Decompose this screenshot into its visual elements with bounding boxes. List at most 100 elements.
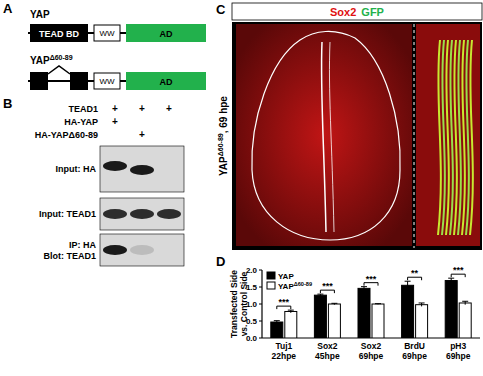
text-main: YAP [278,282,294,291]
gfp-fiber [442,40,445,235]
blot-panel [100,198,184,230]
midline [321,42,326,232]
y-tick [259,287,262,288]
error-cap [405,281,411,282]
blot-panel [100,146,184,192]
error-bar [317,294,323,296]
x-tick-line: 69hpe [446,351,471,361]
stain-header [232,3,482,20]
deletion [48,66,70,74]
error-cap [288,310,294,311]
gfp-fiber [438,40,441,235]
domain-tead-part [70,72,88,90]
error-bar [419,303,425,306]
midline [329,42,334,232]
bar [358,288,370,338]
stain-red: Sox2 [330,6,356,18]
error-cap [448,278,454,279]
y-tick [259,321,262,322]
text-main: YAP [218,156,229,176]
gfp-fiber [450,40,453,235]
stain-labels: Sox2 GFP [330,6,384,18]
lane-plus: + [112,103,118,114]
y-tick [259,304,262,305]
blot-label: Blot: TEAD1 [44,251,97,261]
x-tick-line: BrdU [404,341,425,351]
lane-plus: + [112,116,118,127]
panel-label: B [3,96,12,111]
error-bar [375,303,381,305]
error-line [465,301,466,304]
error-line [407,281,408,289]
domain-tead [30,24,88,42]
x-tick-line: Sox2 [317,341,338,351]
legend-label: YAPΔ60-89 [278,281,312,291]
error-cap [317,294,323,295]
error-bar [448,278,454,283]
error-line [451,278,452,283]
lane-plus: + [166,103,172,114]
error-cap [375,303,381,304]
error-line [421,303,422,306]
condition-label: HA-YAP [64,117,98,127]
bar [285,311,297,338]
panel-label: C [216,2,226,17]
condition-label: TEAD1 [68,104,98,114]
sig-label: *** [279,297,290,307]
x-tick-label: BrdU69hpe [402,341,427,361]
error-cap [361,286,367,287]
bar [416,305,428,338]
domain-label: WW [99,29,115,38]
y-tick [259,270,262,271]
x-tick-line: 69hpe [402,351,427,361]
bar [459,303,471,338]
band [130,165,154,175]
error-cap [419,302,425,303]
panel-label: D [216,254,225,269]
y-tick [259,338,262,339]
y-label-line: Transfected Side [229,270,239,338]
blot-label: IP: HA [69,240,97,250]
sig-label: *** [322,281,333,291]
error-bar [274,321,280,324]
domain-tead-part [30,72,48,90]
text-main: YAP [30,55,50,66]
zoom-tissue [416,24,480,246]
error-bar [405,281,411,289]
text-sup: Δ60-89 [217,133,224,156]
bar [372,304,384,338]
domain-ad [126,24,206,42]
bars [271,278,471,338]
sig-label: *** [366,274,377,284]
bar [328,304,340,338]
error-line [364,287,365,290]
legend-swatch [267,272,275,279]
blot-label: Input: TEAD1 [39,209,96,219]
text-rest: , 69 hpe [218,96,229,134]
blot-label: Input: HA [56,164,97,174]
gfp-fiber [462,40,465,235]
domain-ww [94,73,120,89]
gfp-fiber [446,40,449,235]
gfp-fiber [466,40,469,235]
construct-name: YAPΔ60-89 [30,54,73,66]
x-tick-line: 22hpe [272,351,297,361]
stain-green: GFP [361,6,384,18]
lane-plus: + [139,103,145,114]
panel-label: A [3,1,13,16]
y-label-line: vs. Control Side [239,271,249,336]
x-tick-label: pH369hpe [446,341,471,361]
tissue-outline [252,31,400,240]
tissue [236,24,412,246]
x-tick-line: 45hpe [315,351,340,361]
domain-ww [94,25,120,41]
condition-label: HA-YAPΔ60-89 [35,130,98,140]
text-sup: Δ60-89 [50,54,73,61]
domain-ad [126,72,206,90]
x-tick-line: 69hpe [359,351,384,361]
band [103,161,127,171]
figure: ABCDYAPTEAD BDWWADYAPΔ60-89WWADTEAD1+++H… [0,0,483,376]
band [130,209,154,219]
error-bar [361,287,367,290]
sig-label: ** [411,268,419,278]
